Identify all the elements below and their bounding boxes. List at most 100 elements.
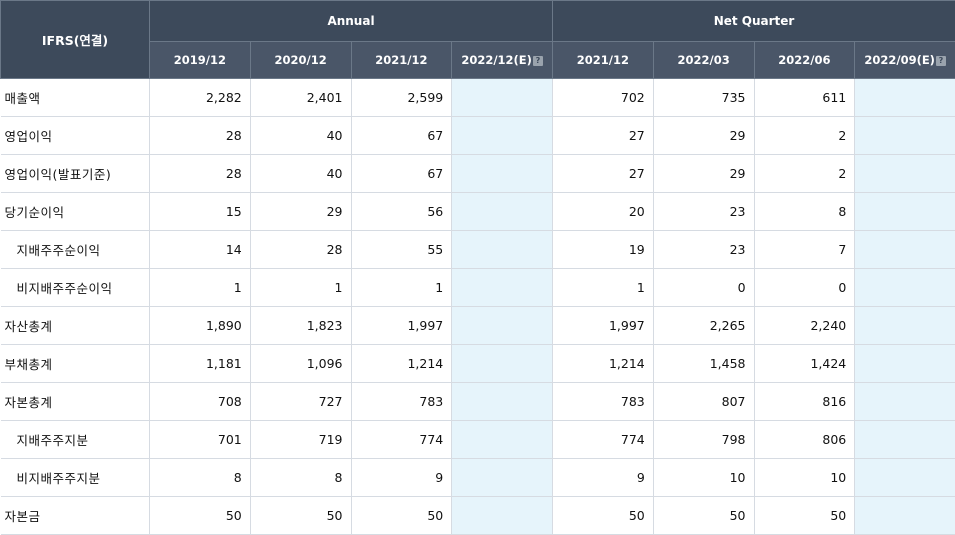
value-cell: 2,282 — [150, 79, 251, 117]
row-label: 지배주주순이익 — [1, 231, 150, 269]
value-cell: 50 — [754, 497, 855, 535]
estimate-cell — [452, 497, 553, 535]
row-label: 비지배주주지분 — [1, 459, 150, 497]
column-header: 2021/12 — [553, 42, 654, 79]
row-label: 자본금 — [1, 497, 150, 535]
estimate-cell — [452, 269, 553, 307]
estimate-cell — [855, 117, 955, 155]
column-header: 2022/03 — [653, 42, 754, 79]
value-cell: 8 — [150, 459, 251, 497]
estimate-cell — [452, 307, 553, 345]
value-cell: 0 — [653, 269, 754, 307]
value-cell: 1,214 — [553, 345, 654, 383]
value-cell: 2,240 — [754, 307, 855, 345]
value-cell: 27 — [553, 155, 654, 193]
value-cell: 701 — [150, 421, 251, 459]
quarter-group-header: Net Quarter — [553, 1, 955, 42]
value-cell: 735 — [653, 79, 754, 117]
row-label: 당기순이익 — [1, 193, 150, 231]
value-cell: 1,890 — [150, 307, 251, 345]
estimate-cell — [452, 79, 553, 117]
value-cell: 719 — [250, 421, 351, 459]
value-cell: 9 — [351, 459, 452, 497]
value-cell: 40 — [250, 155, 351, 193]
value-cell: 19 — [553, 231, 654, 269]
value-cell: 611 — [754, 79, 855, 117]
value-cell: 2,599 — [351, 79, 452, 117]
help-icon[interactable]: ? — [936, 56, 946, 66]
row-label: 부채총계 — [1, 345, 150, 383]
estimate-cell — [855, 459, 955, 497]
column-header: 2022/06 — [754, 42, 855, 79]
value-cell: 14 — [150, 231, 251, 269]
column-header-label: 2022/12(E) — [461, 53, 532, 67]
estimate-cell — [452, 155, 553, 193]
estimate-cell — [855, 383, 955, 421]
value-cell: 1,424 — [754, 345, 855, 383]
value-cell: 1 — [150, 269, 251, 307]
estimate-cell — [855, 421, 955, 459]
estimate-cell — [452, 117, 553, 155]
row-label: 영업이익(발표기준) — [1, 155, 150, 193]
estimate-cell — [855, 231, 955, 269]
value-cell: 50 — [250, 497, 351, 535]
value-cell: 1,096 — [250, 345, 351, 383]
row-label: 비지배주주순이익 — [1, 269, 150, 307]
value-cell: 774 — [351, 421, 452, 459]
value-cell: 1 — [553, 269, 654, 307]
help-icon[interactable]: ? — [533, 56, 543, 66]
value-cell: 727 — [250, 383, 351, 421]
value-cell: 28 — [150, 155, 251, 193]
value-cell: 27 — [553, 117, 654, 155]
value-cell: 23 — [653, 231, 754, 269]
estimate-cell — [855, 79, 955, 117]
estimate-cell — [452, 231, 553, 269]
value-cell: 1 — [250, 269, 351, 307]
value-cell: 702 — [553, 79, 654, 117]
row-label: 지배주주지분 — [1, 421, 150, 459]
value-cell: 50 — [150, 497, 251, 535]
row-label: 영업이익 — [1, 117, 150, 155]
table-corner-header: IFRS(연결) — [1, 1, 150, 79]
value-cell: 1,181 — [150, 345, 251, 383]
estimate-cell — [855, 307, 955, 345]
estimate-cell — [855, 497, 955, 535]
estimate-cell — [452, 193, 553, 231]
value-cell: 40 — [250, 117, 351, 155]
row-label: 자산총계 — [1, 307, 150, 345]
value-cell: 2,401 — [250, 79, 351, 117]
value-cell: 10 — [754, 459, 855, 497]
value-cell: 28 — [250, 231, 351, 269]
column-header: 2020/12 — [250, 42, 351, 79]
value-cell: 55 — [351, 231, 452, 269]
estimate-cell — [855, 345, 955, 383]
value-cell: 783 — [553, 383, 654, 421]
value-cell: 783 — [351, 383, 452, 421]
value-cell: 0 — [754, 269, 855, 307]
value-cell: 50 — [653, 497, 754, 535]
value-cell: 8 — [250, 459, 351, 497]
value-cell: 816 — [754, 383, 855, 421]
value-cell: 1,997 — [553, 307, 654, 345]
value-cell: 20 — [553, 193, 654, 231]
estimate-cell — [452, 383, 553, 421]
value-cell: 23 — [653, 193, 754, 231]
value-cell: 29 — [653, 117, 754, 155]
value-cell: 29 — [250, 193, 351, 231]
value-cell: 67 — [351, 155, 452, 193]
annual-group-header: Annual — [150, 1, 553, 42]
value-cell: 798 — [653, 421, 754, 459]
column-header-estimate: 2022/09(E)? — [855, 42, 955, 79]
value-cell: 7 — [754, 231, 855, 269]
column-header-label: 2022/09(E) — [864, 53, 935, 67]
estimate-cell — [452, 421, 553, 459]
